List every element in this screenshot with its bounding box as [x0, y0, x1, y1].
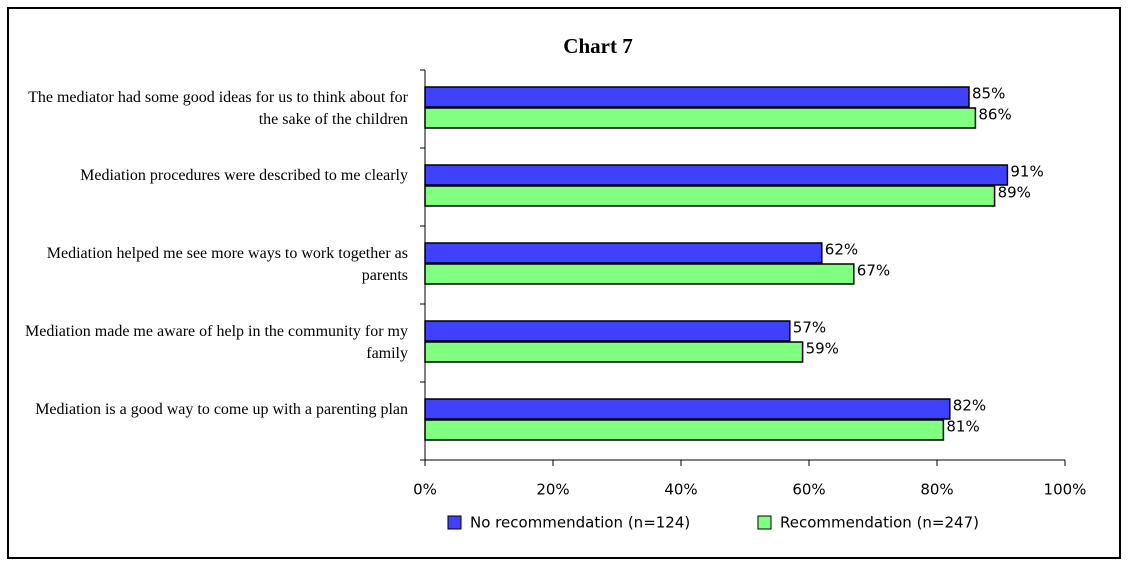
- value-label: 57%: [793, 319, 826, 337]
- chart-title: Chart 7: [563, 34, 632, 58]
- x-tick-label: 40%: [664, 481, 697, 499]
- value-label: 62%: [825, 241, 858, 259]
- category-label: Mediation procedures were described to m…: [80, 167, 408, 184]
- value-label: 85%: [972, 85, 1005, 103]
- category-label: Mediation made me aware of help in the c…: [25, 323, 408, 362]
- legend-label: No recommendation (n=124): [470, 514, 690, 532]
- x-tick-label: 100%: [1044, 481, 1087, 499]
- frame: [7, 7, 1121, 559]
- value-label: 91%: [1010, 163, 1043, 181]
- value-label: 86%: [978, 106, 1011, 124]
- legend-swatch: [757, 515, 772, 530]
- bar: [424, 242, 823, 264]
- bar: [424, 398, 951, 420]
- legend-label: Recommendation (n=247): [780, 514, 979, 532]
- category-label: Mediation helped me see more ways to wor…: [46, 245, 408, 284]
- bar: [424, 86, 970, 108]
- x-tick-label: 60%: [792, 481, 825, 499]
- value-label: 89%: [998, 184, 1031, 202]
- x-tick-label: 20%: [536, 481, 569, 499]
- bar: [424, 263, 855, 285]
- x-tick-label: 0%: [413, 481, 437, 499]
- bar: [424, 341, 804, 363]
- bar: [424, 419, 945, 441]
- legend-swatch: [447, 515, 462, 530]
- value-label: 59%: [806, 340, 839, 358]
- bar: [424, 320, 791, 342]
- value-label: 67%: [857, 262, 890, 280]
- value-label: 81%: [946, 418, 979, 436]
- category-label: Mediation is a good way to come up with …: [35, 401, 408, 418]
- category-label: The mediator had some good ideas for us …: [28, 89, 408, 128]
- value-label: 82%: [953, 397, 986, 415]
- bar: [424, 185, 996, 207]
- bar: [424, 164, 1009, 186]
- bar: [424, 107, 977, 129]
- x-tick-label: 80%: [920, 481, 953, 499]
